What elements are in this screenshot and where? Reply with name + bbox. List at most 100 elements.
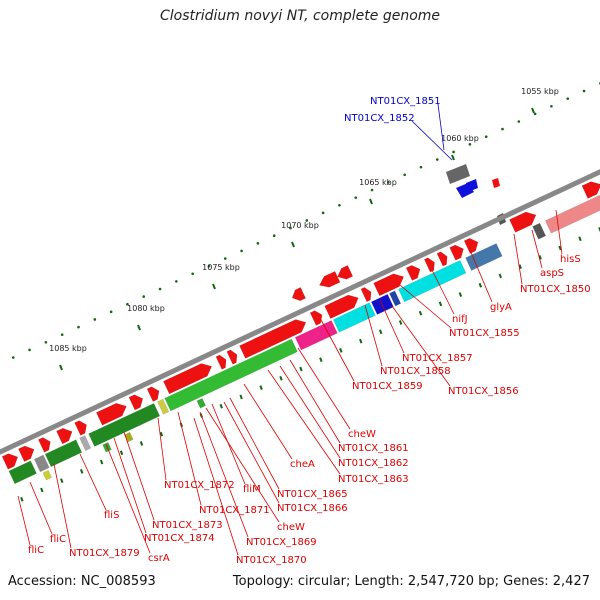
ruler-label: 1080 kbp: [127, 304, 165, 313]
gene-label: NT01CX_1850: [520, 284, 591, 295]
cds-arrow-forward: [360, 287, 372, 303]
backbone-line: [0, 169, 600, 455]
feature-block: [79, 435, 92, 452]
inner-tick: [478, 282, 483, 288]
feature-block: [544, 194, 600, 234]
ruler-dot: [387, 181, 390, 184]
gene-label: fliC: [50, 534, 66, 545]
ruler-dot: [77, 325, 80, 329]
inner-tick: [40, 487, 44, 493]
ruler-tick: [59, 364, 63, 371]
inner-tick: [159, 431, 164, 437]
leader-line: [105, 443, 151, 554]
feature-block: [398, 260, 467, 303]
cds-arrow-forward: [163, 363, 212, 395]
inner-tick: [259, 385, 263, 390]
feature-block: [532, 222, 547, 240]
ruler-dot: [517, 120, 521, 123]
ruler-dot: [223, 257, 227, 260]
inner-tick: [558, 245, 562, 251]
gene-label: cheW: [277, 522, 305, 533]
inner-tick: [398, 320, 403, 325]
gene-label: NT01CX_1862: [338, 458, 409, 469]
gene-label: NT01CX_1874: [144, 533, 215, 544]
cds-arrow-forward: [18, 445, 35, 462]
leader-line: [157, 417, 167, 481]
feature-block: [164, 338, 298, 412]
leader-line: [399, 284, 452, 329]
gene-label: fliC: [28, 545, 44, 556]
ruler-dot: [501, 127, 504, 131]
cds-arrow-forward: [56, 427, 73, 445]
cds-arrow-forward: [324, 294, 359, 319]
ruler-dot: [191, 272, 194, 276]
ruler-layer: 1055 kbp 1060 kbp 1065 kbp 1070 kbp 1075 kbp…: [11, 82, 600, 502]
gene-label: nifJ: [452, 314, 468, 325]
cds-arrow-forward: [463, 237, 479, 254]
gene-label: fliS: [104, 510, 119, 521]
ruler-dot: [289, 226, 292, 230]
leader-line: [113, 437, 147, 534]
gene-label: NT01CX_1863: [338, 474, 409, 485]
inner-tick: [578, 236, 582, 242]
ruler-dot: [126, 302, 129, 306]
gene-label: NT01CX_1855: [449, 328, 520, 339]
leader-line: [229, 397, 280, 490]
gene-label: NT01CX_1872: [164, 480, 235, 491]
leader-line: [469, 249, 493, 303]
leader-line: [297, 347, 351, 430]
ruler-label: 1065 kbp: [359, 178, 397, 187]
ruler-dot: [435, 158, 439, 161]
leader-line: [79, 453, 107, 511]
cds-arrow-forward: [309, 310, 323, 326]
leader-line-blue: [437, 103, 445, 151]
ruler-dot: [272, 234, 276, 237]
gene-label: NT01CX_1870: [236, 555, 307, 566]
genome-summary-text: Topology: circular; Length: 2,547,720 bp…: [232, 574, 590, 589]
gene-label: fliM: [243, 484, 261, 495]
gene-label-blue: NT01CX_1851: [370, 96, 441, 107]
gene-label: glyA: [490, 302, 512, 313]
inner-tick: [378, 329, 383, 335]
inner-tick: [219, 403, 223, 409]
gene-label: NT01CX_1856: [448, 386, 519, 397]
cds-arrow-forward: [215, 354, 227, 370]
cds-arrow-forward: [405, 265, 421, 281]
ruler-dot: [93, 318, 97, 321]
ruler-label: 1085 kbp: [49, 344, 87, 353]
feature-blue-1852b: [466, 179, 478, 192]
ruler-label: 1055 kbp: [521, 87, 559, 96]
leader-line: [431, 269, 455, 315]
ruler-dot: [419, 165, 423, 169]
ruler-dot: [403, 173, 406, 177]
feature-gray-1851: [446, 164, 470, 184]
ruler-dot: [354, 196, 358, 199]
leader-line: [177, 411, 202, 506]
inner-tick: [119, 450, 124, 456]
inner-tick: [319, 357, 323, 363]
gene-label: hisS: [560, 254, 581, 265]
ruler-dot: [370, 188, 374, 192]
inner-tick: [239, 394, 243, 400]
inner-tick: [339, 348, 343, 353]
inner-tick: [139, 441, 144, 446]
ruler-dot: [142, 295, 146, 298]
cds-arrow-forward: [581, 181, 600, 199]
ruler-dot: [566, 97, 570, 100]
cds-arrow-reverse: [337, 265, 354, 280]
leader-line: [391, 305, 451, 387]
cds-arrow-forward: [1, 453, 19, 470]
leader-line: [319, 317, 355, 382]
inner-tick: [359, 338, 363, 344]
leader-line: [205, 407, 280, 523]
ruler-dot: [582, 89, 586, 93]
feature-block: [332, 302, 376, 333]
ruler-dot: [28, 348, 31, 352]
leader-line: [211, 403, 246, 485]
feature-layer: [1, 164, 600, 485]
gene-label: cheW: [348, 429, 376, 440]
feature-red-small: [492, 178, 500, 188]
cds-arrow-forward: [74, 420, 87, 436]
ruler-label: 1070 kbp: [281, 221, 319, 230]
cds-arrow-forward: [38, 437, 51, 453]
